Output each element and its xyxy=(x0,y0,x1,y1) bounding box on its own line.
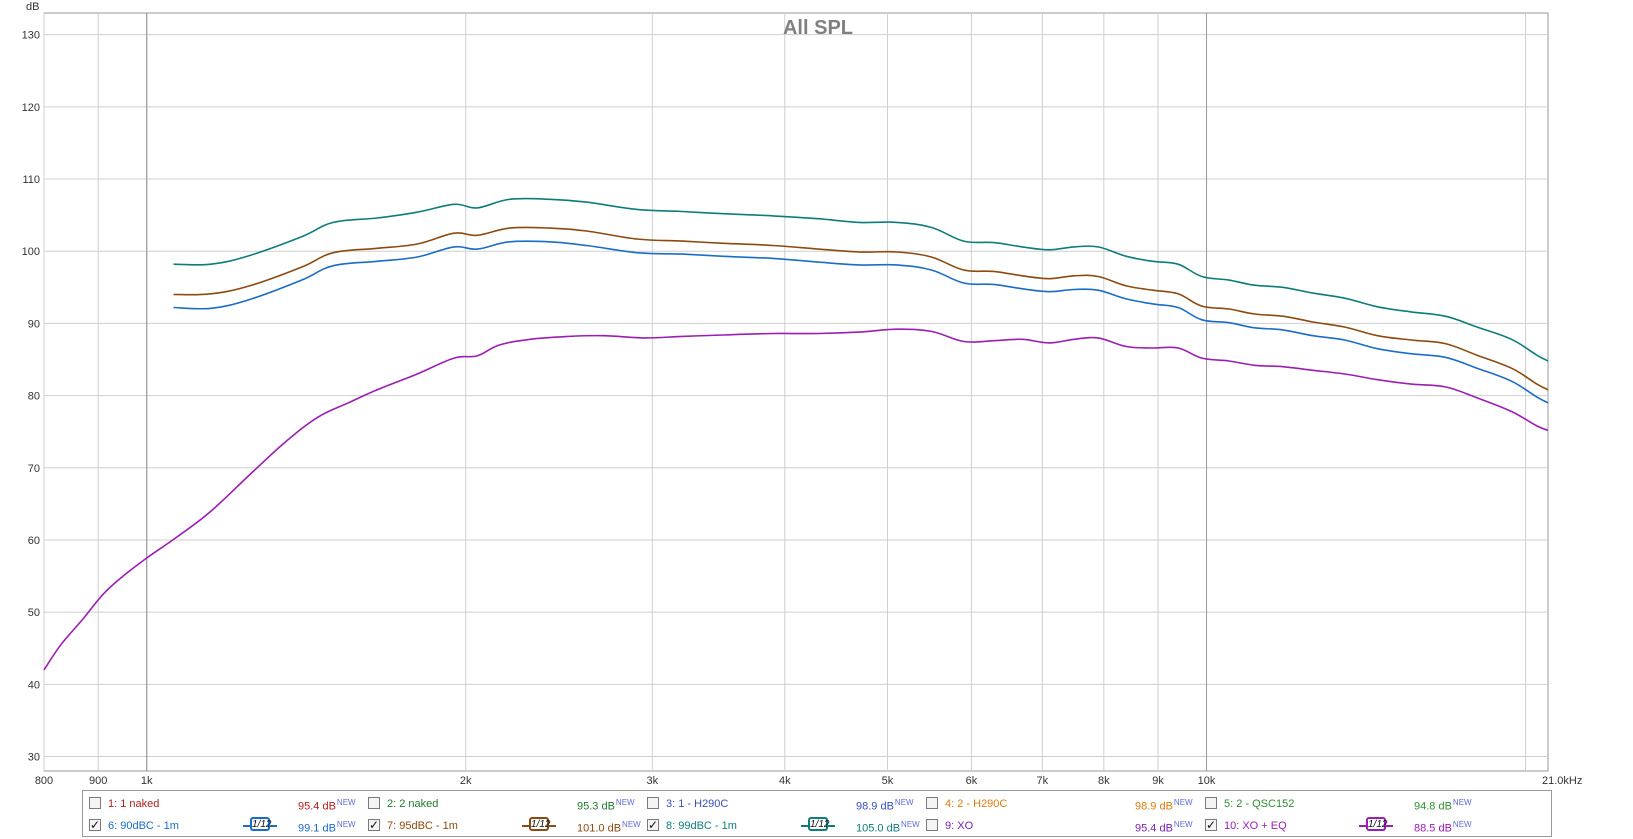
x-tick-label: 5k xyxy=(882,775,894,787)
legend-label: 10: XO + EQ xyxy=(1224,820,1287,832)
x-tick-label: 21.0kHz xyxy=(1542,775,1582,787)
series-line xyxy=(173,240,1549,404)
y-tick-label: 90 xyxy=(28,318,40,330)
legend-value: 95.3 dBNEW xyxy=(577,798,635,813)
legend-checkbox[interactable] xyxy=(926,819,938,831)
legend-value: 101.0 dBNEW xyxy=(577,820,641,835)
legend-row-2: ✓ 6: 90dBC - 1m 1/12 99.1 dBNEW ✓ 7: 95dBC - … xyxy=(83,815,1551,837)
y-tick-label: 100 xyxy=(22,246,40,258)
legend-item[interactable]: 5: 2 - QSC152 94.8 dBNEW xyxy=(1199,793,1489,815)
new-badge: NEW xyxy=(336,798,356,807)
x-tick-label: 900 xyxy=(89,775,107,787)
legend-label: 7: 95dBC - 1m xyxy=(387,820,458,832)
new-badge: NEW xyxy=(1173,820,1193,829)
y-tick-label: 40 xyxy=(28,679,40,691)
legend-item[interactable]: ✓ 7: 95dBC - 1m 1/12 101.0 dBNEW xyxy=(362,815,652,837)
legend-row-1: 1: 1 naked 95.4 dBNEW 2: 2 naked 95.3 dBNEW… xyxy=(83,793,1551,815)
smoothing-icon[interactable]: 1/12 xyxy=(801,817,835,833)
chart-canvas: 30 40 50 60 70 80 90 100 110 120 130 800 900 1k 2k 3k 4k… xyxy=(22,1,1583,787)
legend-panel: 1: 1 naked 95.4 dBNEW 2: 2 naked 95.3 dBNEW… xyxy=(82,790,1552,837)
legend-value: 95.4 dBNEW xyxy=(1135,820,1193,835)
new-badge: NEW xyxy=(622,820,641,829)
y-tick-label: 120 xyxy=(22,102,40,114)
new-badge: NEW xyxy=(901,820,920,829)
legend-label: 8: 99dBC - 1m xyxy=(666,820,737,832)
y-axis-unit: dB xyxy=(26,1,39,13)
legend-checkbox[interactable]: ✓ xyxy=(368,818,380,832)
legend-item[interactable]: ✓ 6: 90dBC - 1m 1/12 99.1 dBNEW xyxy=(83,815,373,837)
y-tick-label: 80 xyxy=(28,391,40,403)
new-badge: NEW xyxy=(336,820,356,829)
x-tick-label: 9k xyxy=(1152,775,1164,787)
chart-title: All SPL xyxy=(783,17,853,39)
legend-value: 94.8 dBNEW xyxy=(1414,798,1472,813)
legend-checkbox[interactable]: ✓ xyxy=(89,818,101,832)
legend-checkbox[interactable] xyxy=(647,797,659,809)
y-tick-label: 130 xyxy=(22,30,40,42)
series-line xyxy=(43,328,1549,671)
smoothing-label: 1/12 xyxy=(250,817,272,831)
y-tick-label: 110 xyxy=(22,174,40,186)
series-line xyxy=(173,226,1549,391)
x-tick-label: 6k xyxy=(966,775,978,787)
legend-item[interactable]: 4: 2 - H290C 98.9 dBNEW xyxy=(920,793,1210,815)
legend-checkbox[interactable] xyxy=(368,797,380,809)
x-tick-label: 10k xyxy=(1198,775,1216,787)
x-tick-label: 8k xyxy=(1098,775,1110,787)
smoothing-label: 1/12 xyxy=(529,817,551,831)
legend-checkbox[interactable] xyxy=(1205,797,1217,809)
new-badge: NEW xyxy=(894,798,914,807)
legend-item[interactable]: 3: 1 - H290C 98.9 dBNEW xyxy=(641,793,931,815)
y-tick-label: 70 xyxy=(28,463,40,475)
series-line xyxy=(173,197,1549,362)
legend-label: 4: 2 - H290C xyxy=(945,798,1008,810)
legend-item[interactable]: ✓ 8: 99dBC - 1m 1/12 105.0 dBNEW xyxy=(641,815,931,837)
legend-item[interactable]: 2: 2 naked 95.3 dBNEW xyxy=(362,793,652,815)
x-tick-label: 2k xyxy=(460,775,472,787)
smoothing-label: 1/12 xyxy=(808,817,830,831)
legend-checkbox[interactable] xyxy=(89,797,101,809)
new-badge: NEW xyxy=(1173,798,1193,807)
legend-value: 105.0 dBNEW xyxy=(856,820,920,835)
legend-value: 98.9 dBNEW xyxy=(856,798,914,813)
x-tick-label: 7k xyxy=(1037,775,1049,787)
legend-value: 88.5 dBNEW xyxy=(1414,820,1472,835)
y-tick-label: 30 xyxy=(28,752,40,764)
y-tick-label: 60 xyxy=(28,535,40,547)
x-tick-label: 3k xyxy=(647,775,659,787)
legend-value: 98.9 dBNEW xyxy=(1135,798,1193,813)
legend-checkbox[interactable] xyxy=(926,797,938,809)
legend-label: 5: 2 - QSC152 xyxy=(1224,798,1295,810)
smoothing-icon[interactable]: 1/12 xyxy=(522,817,556,833)
legend-item[interactable]: 1: 1 naked 95.4 dBNEW xyxy=(83,793,373,815)
new-badge: NEW xyxy=(615,798,635,807)
legend-item[interactable]: 9: XO 95.4 dBNEW xyxy=(920,815,1210,837)
x-tick-label: 800 xyxy=(35,775,53,787)
legend-value: 99.1 dBNEW xyxy=(298,820,356,835)
legend-label: 3: 1 - H290C xyxy=(666,798,729,810)
legend-checkbox[interactable]: ✓ xyxy=(1205,818,1217,832)
legend-label: 1: 1 naked xyxy=(108,798,160,810)
x-tick-label: 1k xyxy=(141,775,153,787)
smoothing-label: 1/12 xyxy=(1366,817,1388,831)
legend-label: 9: XO xyxy=(945,820,974,832)
x-tick-label: 4k xyxy=(779,775,791,787)
plot-area xyxy=(43,12,1549,772)
legend-item[interactable]: ✓ 10: XO + EQ 1/12 88.5 dBNEW xyxy=(1199,815,1489,837)
legend-label: 6: 90dBC - 1m xyxy=(108,820,179,832)
smoothing-icon[interactable]: 1/12 xyxy=(243,817,277,833)
y-tick-label: 50 xyxy=(28,607,40,619)
legend-value: 95.4 dBNEW xyxy=(298,798,356,813)
smoothing-icon[interactable]: 1/12 xyxy=(1359,817,1393,833)
legend-label: 2: 2 naked xyxy=(387,798,439,810)
legend-checkbox[interactable]: ✓ xyxy=(647,818,659,832)
new-badge: NEW xyxy=(1452,820,1472,829)
new-badge: NEW xyxy=(1452,798,1472,807)
